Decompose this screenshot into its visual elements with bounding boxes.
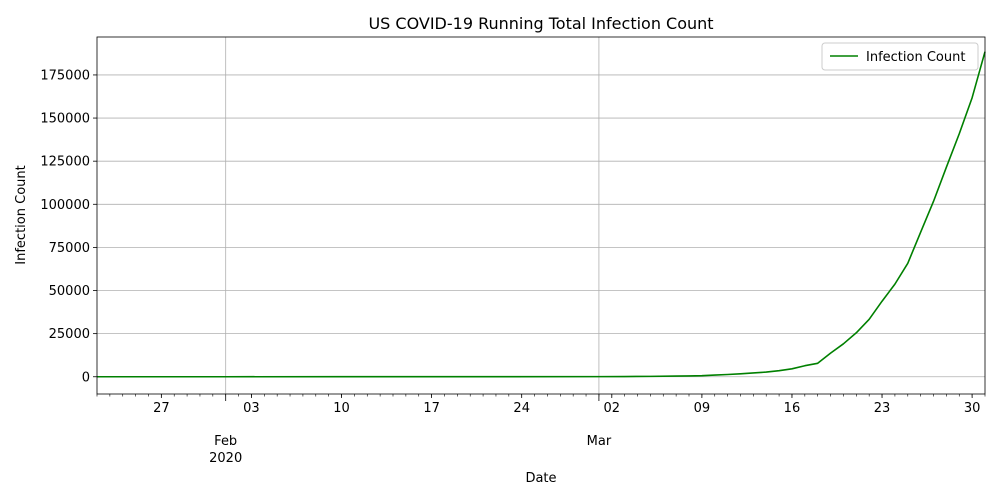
legend-label: Infection Count xyxy=(866,50,965,65)
legend: Infection Count xyxy=(821,42,979,71)
x-tick-label: 27 xyxy=(153,401,170,416)
x-axis-title: Date xyxy=(525,471,556,486)
legend-box xyxy=(821,42,979,71)
y-tick-label: 75000 xyxy=(49,241,90,256)
x-tick-label: 10 xyxy=(333,401,350,416)
chart-title: US COVID-19 Running Total Infection Coun… xyxy=(368,14,713,33)
x-year-label: 2020 xyxy=(209,451,242,466)
x-tick-label: 17 xyxy=(423,401,440,416)
y-tick-label: 125000 xyxy=(40,155,90,170)
series-layer xyxy=(97,51,986,378)
y-tick-label: 50000 xyxy=(49,284,90,299)
series-line-0 xyxy=(97,51,986,378)
x-tick-label: 09 xyxy=(694,401,711,416)
y-tick-label: 175000 xyxy=(40,68,90,83)
x-tick-label: 23 xyxy=(874,401,891,416)
x-month-label: Mar xyxy=(587,434,612,449)
x-tick-label: 24 xyxy=(513,401,530,416)
y-axis-title: Infection Count xyxy=(14,165,29,264)
y-tick-label: 25000 xyxy=(49,327,90,342)
axes xyxy=(96,36,986,395)
x-tick-label: 03 xyxy=(243,401,260,416)
x-tick-label: 02 xyxy=(604,401,621,416)
grid xyxy=(97,37,985,394)
plot-frame xyxy=(96,36,986,395)
x-tick-label: 16 xyxy=(784,401,801,416)
y-tick-label: 100000 xyxy=(40,198,90,213)
y-tick-label: 0 xyxy=(82,370,90,385)
y-tick-label: 150000 xyxy=(40,112,90,127)
x-tick-label: 30 xyxy=(964,401,981,416)
x-month-label: Feb xyxy=(214,434,237,449)
ticks: 0 25000 50000 75000 100000 125000 150000 175000… xyxy=(40,68,986,466)
